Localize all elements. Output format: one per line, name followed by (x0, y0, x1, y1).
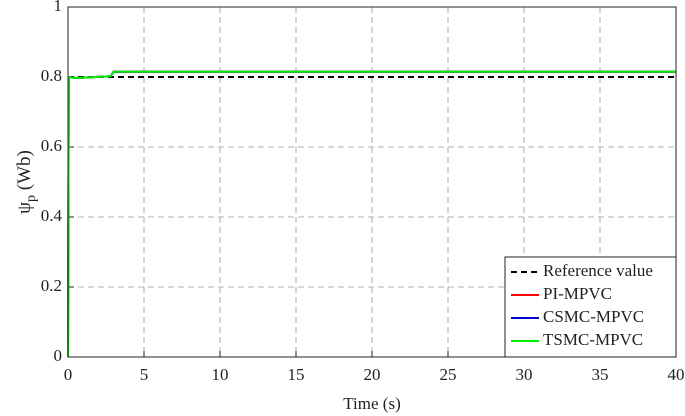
y-tick-label: 1 (54, 0, 63, 15)
series-line (67, 70, 676, 358)
legend-label: Reference value (543, 261, 653, 280)
legend-label: TSMC-MPVC (543, 330, 643, 349)
x-tick-label: 20 (364, 365, 381, 384)
y-label-subscript: p (24, 195, 39, 202)
axes-frame (67, 6, 677, 358)
y-tick-label: 0.4 (41, 206, 63, 225)
x-tick-label: 10 (212, 365, 229, 384)
y-tick-label: 0.6 (41, 136, 62, 155)
x-tick-label: 0 (64, 365, 73, 384)
y-label-unit: (Wb) (14, 150, 35, 195)
y-label-symbol: ψ (14, 202, 35, 214)
x-tick-label: 35 (592, 365, 609, 384)
legend-label: PI-MPVC (543, 284, 612, 303)
legend-label: CSMC-MPVC (543, 307, 644, 326)
y-tick-label: 0.8 (41, 66, 62, 85)
x-tick-label: 40 (668, 365, 685, 384)
x-tick-label: 15 (288, 365, 305, 384)
x-tick-label: 5 (140, 365, 149, 384)
x-tick-label: 30 (516, 365, 533, 384)
y-tick-label: 0.2 (41, 276, 62, 295)
x-axis-label: Time (s) (343, 394, 400, 413)
y-axis-label: ψp (Wb) (14, 150, 39, 214)
y-tick-label: 0 (54, 346, 63, 365)
x-tick-label: 25 (440, 365, 457, 384)
